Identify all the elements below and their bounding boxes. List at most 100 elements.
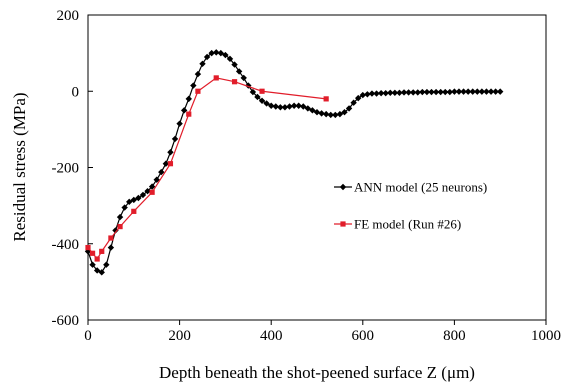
y-axis: -600 -400 -200 0 200 bbox=[52, 8, 93, 329]
data-point bbox=[263, 100, 270, 107]
data-point bbox=[149, 189, 155, 195]
y-tick-label: -200 bbox=[52, 161, 80, 177]
data-point bbox=[350, 99, 357, 106]
legend: ANN model (25 neurons) FE model (Run #26) bbox=[334, 180, 487, 232]
data-point bbox=[345, 105, 353, 112]
legend-marker bbox=[340, 221, 346, 227]
data-point bbox=[108, 235, 114, 241]
data-point bbox=[217, 49, 225, 57]
series-fe-model bbox=[85, 75, 329, 262]
data-point bbox=[341, 109, 348, 116]
y-tick-label: 0 bbox=[72, 84, 80, 100]
data-point bbox=[190, 82, 197, 89]
data-point bbox=[208, 49, 215, 57]
data-point bbox=[300, 103, 307, 110]
data-point bbox=[194, 70, 202, 78]
data-point bbox=[117, 223, 123, 230]
data-point bbox=[373, 90, 380, 97]
data-point bbox=[153, 176, 160, 183]
data-point bbox=[336, 110, 344, 118]
data-point bbox=[464, 88, 472, 95]
data-point bbox=[377, 89, 385, 97]
data-point bbox=[231, 79, 238, 85]
data-point bbox=[235, 68, 243, 75]
data-point bbox=[226, 55, 234, 63]
data-point bbox=[478, 88, 486, 95]
data-point bbox=[428, 88, 435, 96]
data-point bbox=[432, 88, 440, 96]
data-point bbox=[387, 89, 394, 96]
data-point bbox=[195, 88, 201, 94]
data-point bbox=[382, 89, 389, 97]
data-point bbox=[446, 88, 454, 96]
data-point bbox=[116, 213, 124, 221]
data-point bbox=[85, 244, 91, 251]
data-point bbox=[497, 88, 504, 95]
data-point bbox=[139, 191, 147, 199]
y-tick-label: -600 bbox=[52, 313, 80, 329]
data-point bbox=[171, 135, 179, 143]
data-point bbox=[249, 88, 257, 96]
data-point bbox=[89, 250, 96, 256]
data-point bbox=[487, 88, 495, 95]
data-point bbox=[405, 89, 412, 96]
x-tick-label: 1000 bbox=[531, 328, 561, 344]
data-point bbox=[199, 60, 206, 67]
data-point bbox=[148, 183, 156, 190]
data-point bbox=[144, 187, 151, 195]
data-point bbox=[258, 97, 266, 104]
data-point bbox=[295, 102, 302, 109]
data-point bbox=[176, 120, 183, 127]
x-tick-label: 200 bbox=[168, 328, 191, 344]
data-point bbox=[309, 107, 316, 114]
data-point bbox=[167, 149, 174, 156]
data-point bbox=[162, 160, 170, 167]
data-point bbox=[483, 88, 490, 95]
data-point bbox=[131, 208, 137, 214]
data-point bbox=[186, 111, 192, 117]
data-point bbox=[455, 88, 463, 95]
data-point bbox=[391, 89, 399, 96]
data-point bbox=[254, 93, 261, 101]
data-point bbox=[135, 194, 142, 202]
y-tick-label: -400 bbox=[52, 237, 80, 253]
data-point bbox=[322, 110, 330, 118]
data-point bbox=[112, 227, 119, 234]
data-point bbox=[368, 90, 376, 97]
data-point bbox=[437, 88, 444, 96]
data-point bbox=[231, 61, 238, 68]
data-point bbox=[419, 88, 426, 96]
data-point bbox=[290, 102, 298, 109]
x-tick-label: 400 bbox=[260, 328, 283, 344]
data-point bbox=[222, 51, 229, 59]
data-point bbox=[158, 168, 165, 176]
data-point bbox=[451, 88, 458, 95]
x-tick-label: 800 bbox=[443, 328, 466, 344]
data-point bbox=[268, 102, 275, 109]
data-point bbox=[272, 103, 279, 110]
x-axis-label: Depth beneath the shot-peened surface Z … bbox=[159, 363, 475, 382]
data-point bbox=[94, 256, 100, 262]
legend-label: FE model (Run #26) bbox=[354, 217, 461, 232]
data-point bbox=[103, 261, 110, 268]
data-point bbox=[126, 198, 133, 206]
data-point bbox=[414, 89, 421, 96]
data-point bbox=[460, 88, 467, 95]
data-point bbox=[213, 75, 219, 81]
data-point bbox=[442, 88, 449, 96]
data-point bbox=[359, 91, 366, 99]
data-point bbox=[277, 104, 284, 111]
data-point bbox=[121, 204, 128, 211]
data-point bbox=[259, 88, 265, 94]
data-point bbox=[469, 88, 476, 95]
data-point bbox=[318, 110, 325, 117]
data-point bbox=[130, 196, 137, 204]
data-point bbox=[332, 111, 339, 119]
data-point bbox=[400, 89, 408, 96]
data-point bbox=[84, 248, 92, 255]
legend-item: FE model (Run #26) bbox=[334, 217, 461, 232]
y-tick-label: 200 bbox=[57, 8, 80, 24]
series-layer bbox=[84, 49, 504, 276]
y-axis-label: Residual stress (MPa) bbox=[10, 92, 29, 241]
